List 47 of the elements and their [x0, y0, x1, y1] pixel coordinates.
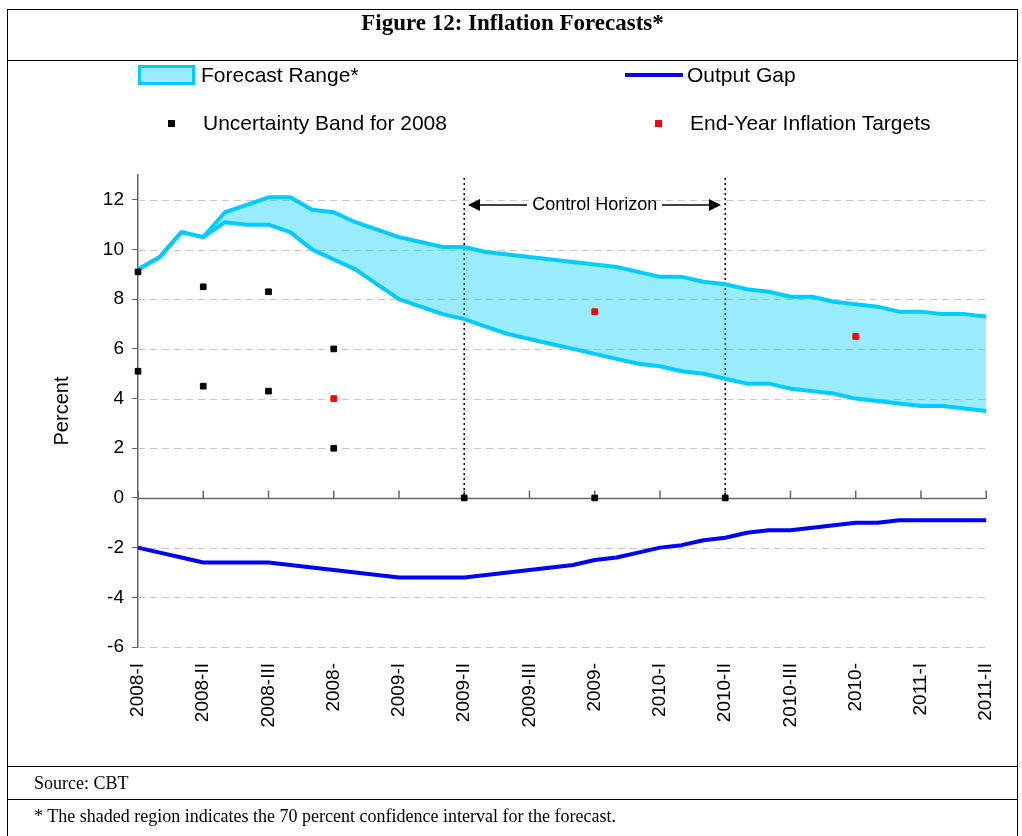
legend-label: Forecast Range* [201, 63, 359, 87]
y-tick-label: 10 [102, 237, 124, 259]
point [265, 288, 272, 296]
y-tick-label: -2 [107, 535, 124, 557]
point [591, 308, 599, 315]
y-axis-title: Percent [49, 376, 72, 446]
x-tick-label: 2008- [321, 663, 343, 712]
point [591, 494, 599, 502]
legend-label: Output Gap [687, 63, 796, 87]
y-tick-label: 0 [113, 486, 124, 508]
legend-label: End-Year Inflation Targets [690, 111, 931, 135]
point [265, 387, 272, 395]
x-tick-label: 2008-III [256, 663, 278, 728]
x-tick-label: 2011-II [974, 663, 996, 721]
point [134, 367, 142, 375]
y-tick-label: 2 [113, 436, 124, 458]
x-tick-label: 2010-II [713, 663, 735, 723]
x-tick-label: 2009- [582, 663, 604, 712]
point [199, 382, 207, 390]
x-tick-label: 2008-II [191, 663, 213, 723]
y-tick-label: 12 [102, 188, 124, 210]
x-tick-label: 2010-I [648, 663, 670, 717]
y-tick-label: -4 [107, 585, 125, 607]
x-tick-label: 2010- [843, 663, 865, 712]
source-note: Source: CBT [8, 766, 1017, 799]
point [134, 268, 142, 276]
y-tick-label: 8 [113, 287, 124, 309]
x-tick-label: 2010-III [778, 663, 800, 728]
text: * The shaded region indicates the 70 percent confidence interval for the forecast. [8, 799, 1017, 832]
annotation: Control Horizon [532, 193, 658, 214]
y-tick-label: 6 [113, 337, 124, 359]
chart-title: Figure 12: Inflation Forecasts* [8, 10, 1017, 61]
point [199, 283, 207, 291]
y-tick-label: -6 [107, 635, 124, 657]
point [460, 494, 468, 502]
x-tick-label: 2009-II [452, 663, 474, 723]
x-tick-label: 2008-I [126, 663, 148, 717]
x-tick-label: 2011-I [909, 663, 931, 716]
point [330, 444, 338, 452]
point [852, 333, 860, 340]
legend-label: Uncertainty Band for 2008 [203, 111, 447, 135]
point [330, 345, 338, 353]
y-tick-label: 4 [113, 386, 125, 408]
point [721, 494, 729, 502]
x-tick-label: 2009-I [387, 663, 409, 717]
point [330, 395, 338, 402]
x-tick-label: 2009-III [517, 663, 539, 728]
